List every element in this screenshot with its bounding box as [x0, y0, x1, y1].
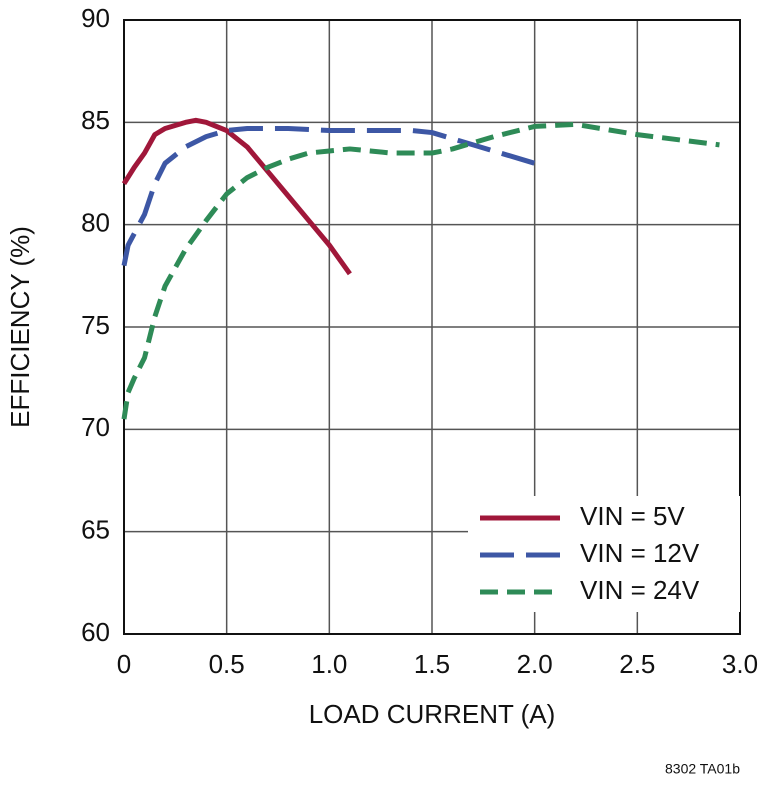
- legend-label: VIN = 24V: [580, 575, 700, 605]
- legend-label: VIN = 12V: [580, 538, 700, 568]
- x-tick-label: 0.5: [209, 649, 245, 679]
- series-line: [121, 117, 352, 276]
- footnote: 8302 TA01b: [665, 761, 740, 777]
- series-line: [121, 125, 536, 267]
- y-tick-label: 90: [81, 3, 110, 33]
- y-tick-label: 80: [81, 208, 110, 238]
- x-tick-label: 0: [117, 649, 131, 679]
- y-tick-label: 60: [81, 617, 110, 647]
- x-tick-label: 3.0: [722, 649, 758, 679]
- x-tick-label: 2.0: [517, 649, 553, 679]
- x-axis-title: LOAD CURRENT (A): [309, 699, 556, 729]
- series-line: [121, 121, 720, 420]
- legend-label: VIN = 5V: [580, 501, 685, 531]
- x-tick-label: 2.5: [619, 649, 655, 679]
- y-tick-label: 75: [81, 310, 110, 340]
- y-tick-label: 70: [81, 412, 110, 442]
- y-axis-title: EFFICIENCY (%): [5, 226, 35, 428]
- y-tick-label: 65: [81, 515, 110, 545]
- y-tick-label: 85: [81, 105, 110, 135]
- plot-frame: [123, 19, 741, 635]
- x-tick-label: 1.0: [311, 649, 347, 679]
- x-tick-label: 1.5: [414, 649, 450, 679]
